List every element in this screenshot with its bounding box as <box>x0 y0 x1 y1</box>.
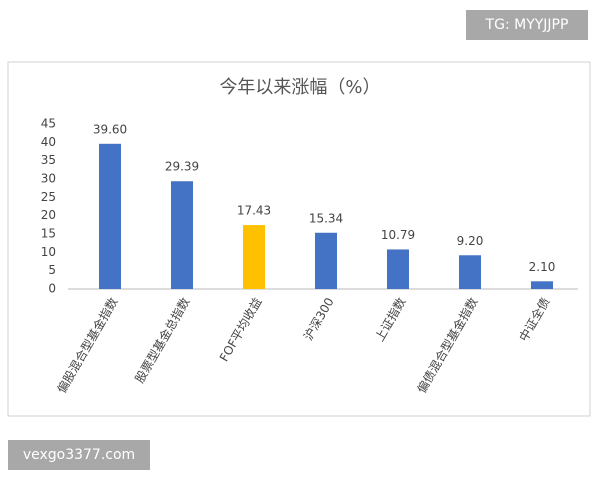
y-tick-label: 25 <box>41 190 56 204</box>
value-label: 10.79 <box>381 228 415 242</box>
y-tick-label: 30 <box>41 172 56 186</box>
bar <box>171 181 193 289</box>
watermark: vexgo3377.com <box>23 447 135 463</box>
watermark-box <box>8 440 150 470</box>
value-label: 29.39 <box>165 160 199 174</box>
watermark: TG: MYYJJPP <box>485 17 569 33</box>
y-tick-label: 20 <box>41 208 56 222</box>
y-tick-label: 35 <box>41 153 56 167</box>
value-label: 15.34 <box>309 211 343 225</box>
value-label: 39.60 <box>93 122 127 136</box>
watermark-box <box>466 10 588 40</box>
value-label: 17.43 <box>237 204 271 218</box>
y-tick-label: 15 <box>41 227 56 241</box>
value-label: 2.10 <box>529 260 556 274</box>
y-tick-label: 40 <box>41 135 56 149</box>
bar <box>459 255 481 289</box>
chart-frame <box>7 61 591 417</box>
chart-title: 今年以来涨幅（%） <box>219 77 380 98</box>
y-tick-label: 45 <box>41 117 56 131</box>
bar <box>387 249 409 289</box>
y-tick-label: 0 <box>48 282 56 296</box>
y-tick-label: 5 <box>48 263 56 277</box>
bar <box>243 225 265 289</box>
y-tick-label: 10 <box>41 245 56 259</box>
bar <box>99 143 121 289</box>
bar <box>531 281 553 289</box>
bar <box>315 232 337 289</box>
value-label: 9.20 <box>457 234 484 248</box>
